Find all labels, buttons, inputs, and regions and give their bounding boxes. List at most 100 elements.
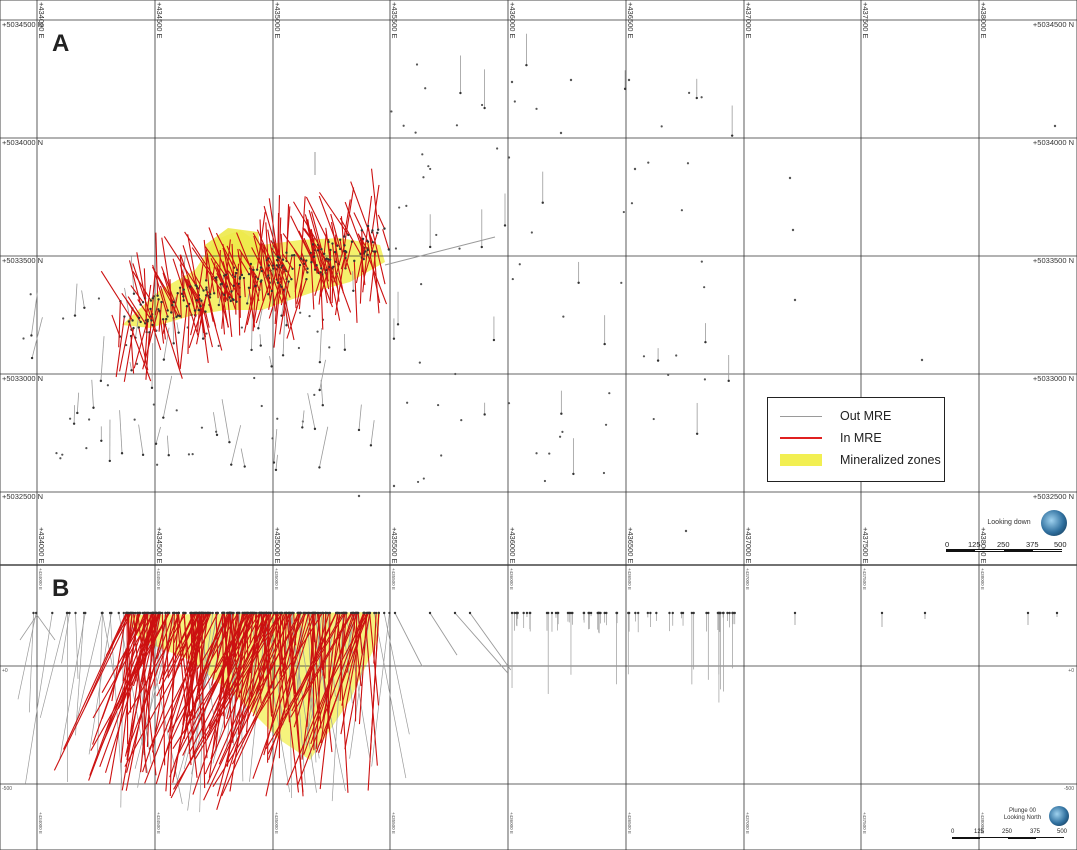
- drillhole-in-mre: [160, 266, 181, 317]
- collar-point: [122, 611, 125, 615]
- collar-point: [200, 299, 203, 302]
- easting-label: +434000 E: [38, 568, 43, 590]
- drillhole-in-mre: [303, 612, 356, 755]
- drillhole-in-mre: [188, 612, 262, 754]
- collar-point: [171, 303, 174, 307]
- drillhole-in-mre: [216, 612, 278, 810]
- collar-point: [428, 245, 432, 249]
- drillhole-in-mre: [301, 612, 321, 760]
- collar-point: [311, 243, 315, 246]
- collar-point: [152, 403, 155, 406]
- drillhole-in-mre: [125, 612, 162, 791]
- collar-point: [154, 442, 158, 445]
- collar-point: [280, 611, 283, 615]
- collar-point: [704, 340, 707, 344]
- collar-point: [700, 96, 703, 99]
- collar-point: [605, 611, 608, 615]
- collar-point: [454, 372, 457, 376]
- collar-point: [176, 292, 179, 295]
- collar-point: [205, 286, 208, 289]
- drillhole-in-mre: [190, 315, 196, 336]
- drillhole-in-mre: [294, 264, 301, 292]
- drillhole-in-mre: [276, 265, 282, 295]
- drillhole-in-mre: [161, 612, 166, 766]
- drillhole-in-mre: [205, 253, 209, 281]
- collar-point: [562, 315, 565, 318]
- collar-point: [331, 242, 334, 245]
- collar-point: [731, 611, 735, 615]
- collar-point: [318, 466, 321, 469]
- collar-point: [147, 611, 150, 615]
- drillhole-out-mre: [273, 429, 278, 463]
- collar-point: [243, 465, 246, 468]
- collar-point: [185, 305, 189, 308]
- collar-point: [182, 288, 185, 291]
- drillhole-in-mre: [308, 209, 327, 271]
- drillhole-in-mre: [343, 187, 355, 252]
- drillhole-in-mre: [337, 612, 349, 793]
- collar-point: [923, 611, 927, 615]
- collar-point: [427, 165, 430, 168]
- drillhole-out-mre: [345, 612, 371, 762]
- drillhole-in-mre: [171, 305, 180, 368]
- collar-point: [516, 611, 519, 615]
- collar-point: [192, 611, 196, 615]
- drillhole-in-mre: [370, 612, 380, 750]
- drillhole-in-mre: [121, 292, 140, 319]
- collar-point: [255, 268, 259, 271]
- drillhole-in-mre: [101, 612, 148, 693]
- drillhole-in-mre: [219, 250, 221, 276]
- collar-point: [730, 134, 734, 137]
- collar-point: [173, 611, 176, 615]
- drillhole-in-mre: [301, 252, 309, 269]
- drillhole-in-mre: [249, 268, 260, 302]
- out-mre-drillholes-plan: [22, 33, 1057, 533]
- collar-point: [402, 124, 405, 127]
- collar-point: [141, 301, 145, 304]
- drillhole-in-mre: [359, 238, 364, 304]
- collar-point: [198, 308, 201, 312]
- collar-point: [535, 452, 538, 455]
- collar-point: [405, 204, 408, 208]
- collar-point: [541, 201, 544, 204]
- out-mre-swatch: [780, 415, 822, 417]
- collar-point: [422, 176, 425, 179]
- drillhole-in-mre: [253, 281, 262, 324]
- collar-point: [292, 253, 296, 257]
- drillhole-out-mre: [319, 328, 322, 363]
- drillhole-in-mre: [172, 612, 261, 750]
- collar-point: [513, 100, 516, 103]
- collar-point: [686, 162, 690, 165]
- collar-point: [1053, 124, 1057, 128]
- easting-label: +435500 E: [391, 568, 396, 590]
- collar-point: [92, 406, 95, 409]
- collar-point: [700, 260, 703, 263]
- legend-label: Out MRE: [840, 409, 892, 423]
- drillhole-out-mre: [109, 612, 123, 784]
- drillhole-in-mre: [305, 217, 315, 257]
- drillhole-in-mre: [373, 251, 380, 314]
- drillhole-in-mre: [100, 270, 134, 321]
- drillhole-in-mre: [125, 612, 159, 690]
- collar-point: [281, 354, 285, 357]
- collar-point: [313, 427, 317, 431]
- drillhole-out-mre: [309, 612, 346, 792]
- drillhole-out-mre: [374, 612, 407, 779]
- collar-point: [159, 611, 162, 615]
- collar-point: [1026, 611, 1030, 615]
- drillhole-in-mre: [182, 275, 185, 297]
- collar-point: [205, 294, 208, 297]
- drillhole-in-mre: [236, 263, 240, 302]
- easting-label: +436500 E: [627, 568, 632, 590]
- drillhole-out-mre: [326, 612, 336, 697]
- drillhole-in-mre: [276, 259, 291, 298]
- easting-label: +434500 E: [156, 568, 161, 590]
- drillhole-in-mre: [315, 612, 369, 753]
- collar-point: [76, 411, 79, 415]
- scale-tick: 125: [968, 540, 981, 549]
- drillhole-in-mre: [339, 217, 361, 255]
- collar-point: [318, 611, 322, 615]
- collar-point: [230, 463, 233, 466]
- collar-point: [603, 611, 606, 615]
- collar-point: [209, 293, 212, 296]
